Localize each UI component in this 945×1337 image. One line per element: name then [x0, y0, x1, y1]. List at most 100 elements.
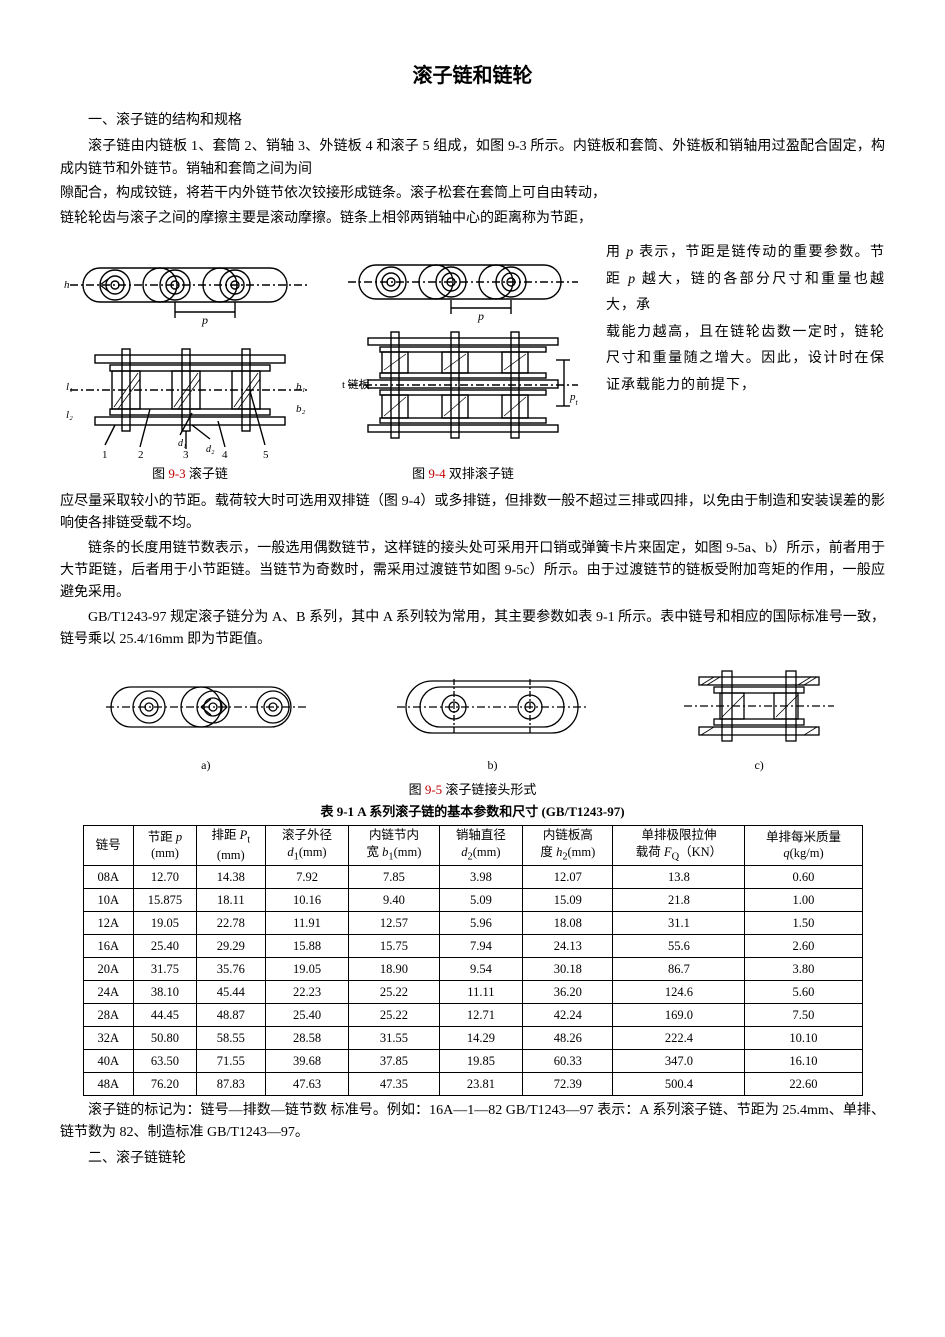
table-cell: 0.60: [745, 865, 862, 888]
table-cell: 28.58: [265, 1026, 349, 1049]
table-cell: 12.70: [134, 865, 197, 888]
table-cell: 37.85: [349, 1049, 439, 1072]
table-cell: 14.29: [439, 1026, 523, 1049]
svg-text:d₂: d₂: [206, 444, 215, 455]
table-cell: 47.63: [265, 1072, 349, 1095]
paragraph-2: 隙配合，构成铰链，将若干内外链节依次铰接形成链条。滚子松套在套筒上可自由转动，: [60, 183, 885, 205]
table-cell: 45.44: [196, 980, 265, 1003]
figure-9-4-svg: p t 链板 pt: [338, 240, 588, 460]
svg-text:1: 1: [102, 449, 108, 460]
table-row: 12A19.0522.7811.9112.575.9618.0831.11.50: [83, 911, 862, 934]
figure-row-9-3-9-4: p 1 2 3 4 5 h l₁ l₂ b₁ b₂ d₁ d₂ 图 9-3 滚子…: [60, 240, 885, 485]
svg-text:2: 2: [138, 449, 144, 460]
fig94-label-lianban: t 链板: [342, 377, 370, 391]
table-cell: 29.29: [196, 934, 265, 957]
table-9-1-title: 表 9-1 A 系列滚子链的基本参数和尺寸 (GB/T1243-97): [60, 802, 885, 823]
table-cell: 9.40: [349, 888, 439, 911]
table-row: 48A76.2087.8347.6347.3523.8172.39500.422…: [83, 1072, 862, 1095]
svg-text:4: 4: [222, 449, 228, 460]
fig93-label-p: p: [201, 313, 208, 327]
table-cell: 87.83: [196, 1072, 265, 1095]
table-cell: 25.40: [265, 1003, 349, 1026]
figure-9-5a: a): [101, 659, 311, 775]
table-cell: 31.75: [134, 957, 197, 980]
svg-text:b₂: b₂: [296, 403, 306, 415]
table-cell: 15.875: [134, 888, 197, 911]
table-cell: 47.35: [349, 1072, 439, 1095]
table-cell: 86.7: [613, 957, 745, 980]
table-cell: 71.55: [196, 1049, 265, 1072]
figure-9-5c: c): [674, 659, 844, 775]
table-cell: 38.10: [134, 980, 197, 1003]
figure-9-3-caption: 图 9-3 滚子链: [60, 464, 320, 485]
svg-text:d₁: d₁: [178, 438, 186, 449]
table-cell: 11.11: [439, 980, 523, 1003]
table-cell: 24A: [83, 980, 134, 1003]
fig94-label-p: p: [477, 309, 484, 323]
table-cell: 14.38: [196, 865, 265, 888]
table-cell: 76.20: [134, 1072, 197, 1095]
figure-9-5-caption: 图 9-5 滚子链接头形式: [60, 780, 885, 801]
paragraph-3: 链轮轮齿与滚子之间的摩擦主要是滚动摩擦。链条上相邻两销轴中心的距离称为节距，: [60, 208, 885, 230]
table-cell: 1.00: [745, 888, 862, 911]
table-cell: 11.91: [265, 911, 349, 934]
table-cell: 9.54: [439, 957, 523, 980]
table-cell: 15.75: [349, 934, 439, 957]
table-cell: 7.92: [265, 865, 349, 888]
table-cell: 5.96: [439, 911, 523, 934]
sublabel-c: c): [674, 756, 844, 775]
table-9-1: 链号节距 p(mm)排距 Pt(mm)滚子外径d1(mm)内链节内宽 b1(mm…: [83, 825, 863, 1095]
table-cell: 3.80: [745, 957, 862, 980]
figure-9-3-svg: p 1 2 3 4 5 h l₁ l₂ b₁ b₂ d₁ d₂: [60, 240, 320, 460]
table-cell: 19.85: [439, 1049, 523, 1072]
table-cell: 16.10: [745, 1049, 862, 1072]
table-cell: 55.6: [613, 934, 745, 957]
table-cell: 16A: [83, 934, 134, 957]
table-header: 排距 Pt(mm): [196, 826, 265, 865]
table-cell: 500.4: [613, 1072, 745, 1095]
table-cell: 44.45: [134, 1003, 197, 1026]
table-cell: 22.78: [196, 911, 265, 934]
table-cell: 10.16: [265, 888, 349, 911]
svg-text:3: 3: [183, 449, 189, 460]
svg-text:l₁: l₁: [66, 381, 73, 393]
sublabel-a: a): [101, 756, 311, 775]
table-cell: 347.0: [613, 1049, 745, 1072]
svg-text:5: 5: [263, 449, 269, 460]
table-cell: 15.09: [523, 888, 613, 911]
table-cell: 12.71: [439, 1003, 523, 1026]
table-cell: 12A: [83, 911, 134, 934]
figure-9-3: p 1 2 3 4 5 h l₁ l₂ b₁ b₂ d₁ d₂ 图 9-3 滚子…: [60, 240, 320, 485]
table-cell: 30.18: [523, 957, 613, 980]
side-text: 用 p 表示，节距是链传动的重要参数。节距 p 越大，链的各部分尺寸和重量也越大…: [606, 240, 885, 400]
table-header: 销轴直径d2(mm): [439, 826, 523, 865]
table-cell: 60.33: [523, 1049, 613, 1072]
table-cell: 42.24: [523, 1003, 613, 1026]
table-row: 20A31.7535.7619.0518.909.5430.1886.73.80: [83, 957, 862, 980]
table-cell: 12.07: [523, 865, 613, 888]
table-cell: 18.11: [196, 888, 265, 911]
table-cell: 13.8: [613, 865, 745, 888]
table-cell: 15.88: [265, 934, 349, 957]
section-1-heading: 一、滚子链的结构和规格: [60, 110, 885, 132]
table-cell: 23.81: [439, 1072, 523, 1095]
svg-text:h: h: [64, 279, 70, 291]
table-cell: 25.22: [349, 1003, 439, 1026]
table-cell: 7.85: [349, 865, 439, 888]
table-cell: 3.98: [439, 865, 523, 888]
table-header: 滚子外径d1(mm): [265, 826, 349, 865]
table-cell: 1.50: [745, 911, 862, 934]
table-header: 单排极限拉伸载荷 FQ（KN）: [613, 826, 745, 865]
table-header: 链号: [83, 826, 134, 865]
table-row: 16A25.4029.2915.8815.757.9424.1355.62.60: [83, 934, 862, 957]
sublabel-b: b): [392, 756, 592, 775]
table-row: 24A38.1045.4422.2325.2211.1136.20124.65.…: [83, 980, 862, 1003]
figure-9-5-row: a) b): [60, 659, 885, 775]
table-cell: 7.94: [439, 934, 523, 957]
svg-text:pt: pt: [569, 391, 579, 407]
table-cell: 08A: [83, 865, 134, 888]
table-cell: 32A: [83, 1026, 134, 1049]
svg-text:l₂: l₂: [66, 409, 73, 421]
table-cell: 22.23: [265, 980, 349, 1003]
figure-9-4-caption: 图 9-4 双排滚子链: [338, 464, 588, 485]
